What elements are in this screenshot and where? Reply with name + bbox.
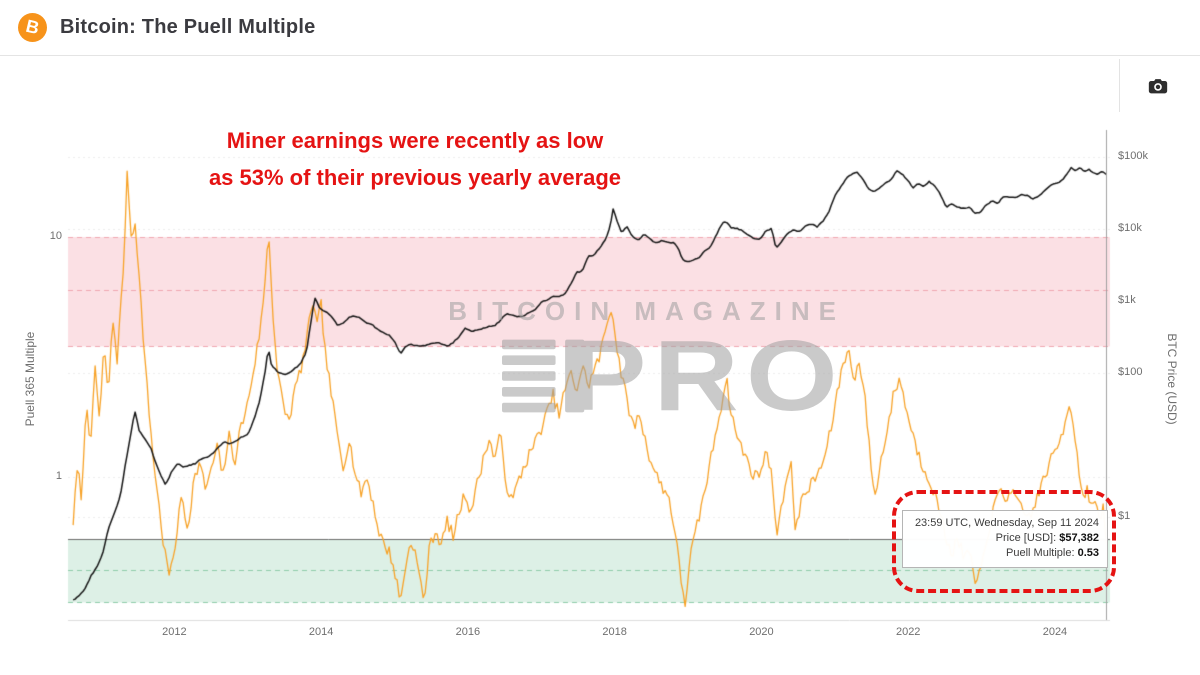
chart-tooltip: 23:59 UTC, Wednesday, Sep 11 2024 Price … [902, 510, 1108, 568]
header: B Bitcoin: The Puell Multiple [0, 0, 1200, 56]
camera-button[interactable] [1138, 70, 1178, 102]
tooltip-puell-row: Puell Multiple: 0.53 [911, 546, 1099, 561]
bitcoin-logo-icon: B [18, 13, 47, 42]
page-title: Bitcoin: The Puell Multiple [60, 16, 316, 38]
tooltip-price-label: Price [USD]: [995, 532, 1057, 544]
watermark: BITCOIN MAGAZINE PRO [345, 296, 845, 432]
watermark-logo-icon [502, 339, 585, 413]
tooltip-timestamp: 23:59 UTC, Wednesday, Sep 11 2024 [914, 517, 1099, 529]
right-axis-title: BTC Price (USD) [1165, 333, 1179, 425]
toolbar [0, 56, 1200, 115]
tooltip-price-row: Price [USD]: $57,382 [911, 531, 1099, 546]
bitcoin-logo-glyph: B [24, 15, 42, 39]
watermark-pro-text: PRO [568, 320, 845, 432]
tooltip-puell-label: Puell Multiple: [1006, 547, 1075, 559]
tooltip-puell-value: 0.53 [1077, 547, 1099, 559]
annotation-callout: Miner earnings were recently as low as 5… [150, 122, 680, 196]
annotation-line-2: as 53% of their previous yearly average [208, 165, 622, 190]
annotation-line-1: Miner earnings were recently as low [226, 128, 604, 153]
left-axis-title: Puell 365 Multiple [23, 331, 37, 427]
camera-icon [1148, 78, 1168, 93]
watermark-brand-text: BITCOIN MAGAZINE [448, 296, 845, 326]
watermark-logo-row: PRO [345, 320, 845, 432]
tooltip-price-value: $57,382 [1059, 532, 1099, 544]
toolbar-divider [1119, 59, 1120, 112]
